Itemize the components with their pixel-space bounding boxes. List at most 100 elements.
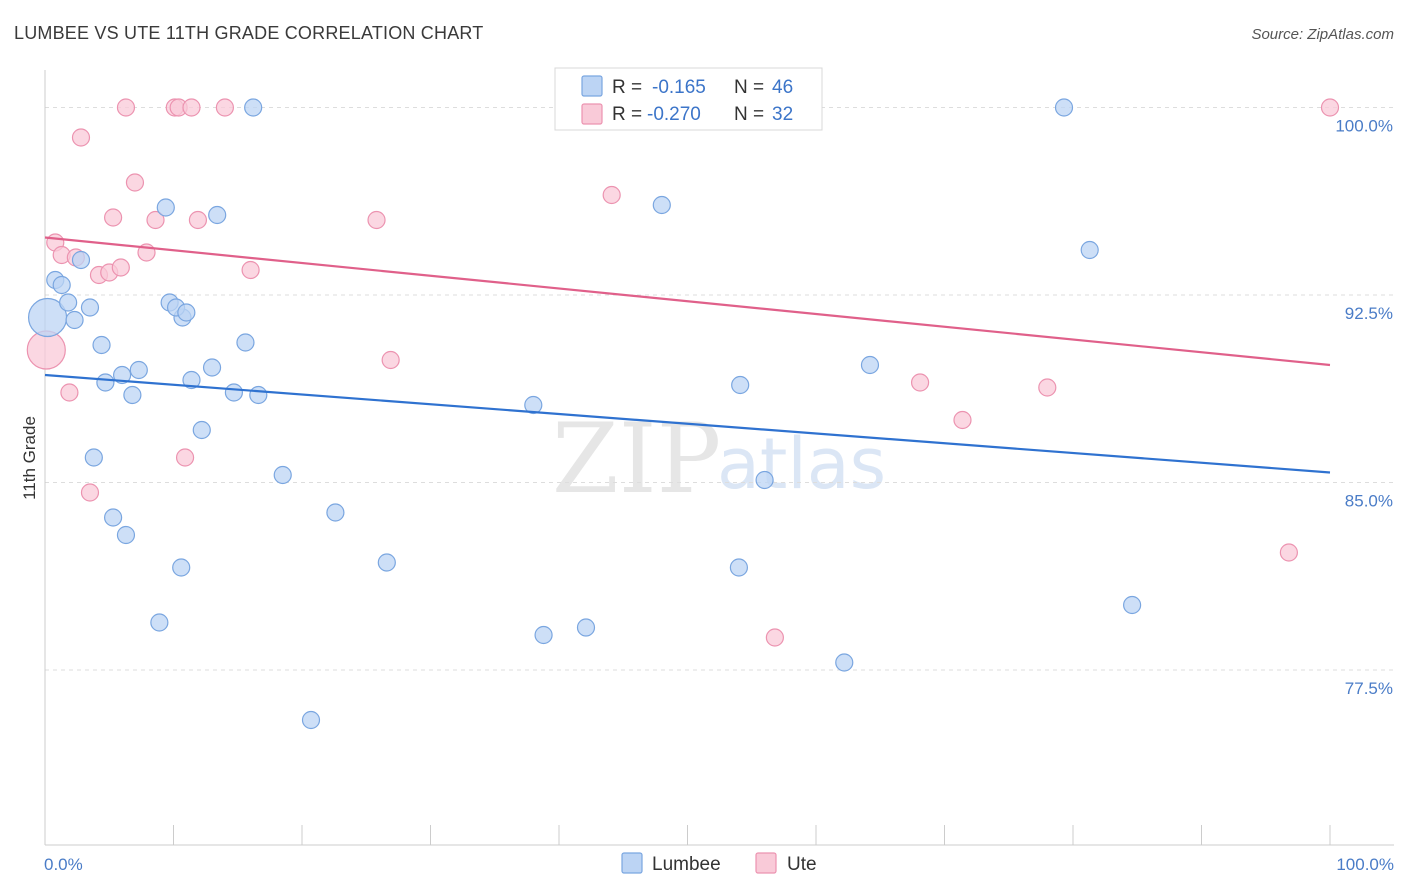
point-ute [910,373,930,392]
point-lumbee [1054,98,1074,117]
point-ute [111,258,130,277]
point-ute [381,350,400,370]
legend-swatch-ute [581,103,603,125]
series-legend-lumbee: Lumbee [652,854,721,875]
watermark-zip: ZIP [552,403,721,515]
point-lumbee [301,710,321,730]
trend-line-ute [44,236,1331,367]
point-lumbee [576,618,596,637]
y-axis-label: 11th Grade [20,416,39,500]
point-lumbee [835,653,854,672]
point-ute [116,98,136,117]
point-lumbee [112,365,132,385]
point-ute [80,483,100,502]
series-legend-ute: Ute [787,854,817,875]
legend-ute-r-value: -0.270 [647,104,701,125]
point-lumbee [524,395,543,415]
point-lumbee [1080,240,1099,260]
point-ute [188,210,208,230]
point-lumbee [92,335,111,355]
point-lumbee [71,250,91,270]
point-ute [765,628,784,647]
series-ute-points [26,98,1340,647]
point-lumbee [150,613,169,632]
point-lumbee [52,275,71,295]
series-legend-swatch-lumbee [621,852,643,874]
point-ute [1038,378,1057,397]
legend-ute-n-value: 32 [772,104,793,125]
legend-lumbee-n-label: N = [734,77,764,98]
trend-lines [44,236,1331,474]
axes [44,70,1394,846]
point-lumbee [729,558,749,577]
point-lumbee [129,360,148,380]
point-lumbee [755,470,774,490]
point-lumbee [249,385,268,405]
x-tick-label-min: 0.0% [44,855,83,874]
trend-line-lumbee [44,373,1331,474]
point-lumbee [172,558,191,577]
series-lumbee-points [27,98,1142,730]
point-lumbee [59,293,78,312]
point-lumbee [731,375,750,395]
point-ute [175,448,195,467]
point-lumbee [534,625,553,645]
legend-swatch-lumbee [581,75,603,97]
watermark: ZIP atlas [552,403,886,515]
series-legend-swatch-ute [755,852,777,874]
x-tick-label-max: 100.0% [1336,855,1394,874]
y-tick-labels: 77.5% 85.0% 92.5% 100.0% [1335,117,1393,699]
grid-lines [45,107,1394,671]
point-lumbee [65,310,84,330]
point-ute [215,98,234,117]
point-lumbee [244,98,263,117]
point-ute [367,210,386,230]
point-lumbee [1123,595,1142,615]
point-lumbee [377,553,396,572]
chart-source: Source: ZipAtlas.com [1251,26,1394,43]
y-tick-label: 77.5% [1345,679,1393,698]
point-ute [60,383,79,402]
legend-ute-n-label: N = [734,104,764,125]
point-ute [71,128,91,147]
legend-ute-r-label: R = [612,104,642,125]
point-lumbee [326,503,345,522]
point-lumbee [224,383,243,402]
point-lumbee [182,370,201,390]
point-lumbee [273,465,292,485]
point-ute [953,410,972,430]
point-ute [602,185,621,205]
point-ute [1279,543,1298,562]
point-ute [125,173,145,192]
watermark-atlas: atlas [717,423,886,505]
point-lumbee [860,355,880,375]
legend-lumbee-n-value: 46 [772,77,793,98]
y-tick-label: 92.5% [1345,304,1393,323]
legend-lumbee-r-label: R = [612,77,642,98]
point-lumbee [156,198,175,217]
point-lumbee [202,358,222,377]
point-lumbee [116,525,136,545]
correlation-legend: R = -0.165 N = 46 R = -0.270 N = 32 [554,67,823,131]
point-lumbee [236,333,255,352]
point-ute [104,208,123,227]
point-lumbee [177,303,196,322]
chart-title: LUMBEE VS UTE 11TH GRADE CORRELATION CHA… [14,23,483,43]
point-lumbee [123,385,142,405]
point-ute [182,98,201,117]
point-ute [1320,98,1340,117]
y-tick-label: 100.0% [1335,117,1393,136]
series-legend: Lumbee Ute [621,852,817,875]
point-lumbee [192,420,211,440]
point-lumbee [104,508,123,527]
legend-lumbee-r-value: -0.165 [652,77,706,98]
point-lumbee [208,205,227,225]
point-ute [241,260,260,280]
point-ute [146,210,165,230]
point-lumbee [652,195,671,215]
point-lumbee [96,373,115,392]
y-tick-label: 85.0% [1345,492,1393,511]
point-lumbee [84,448,103,467]
point-lumbee [80,298,100,317]
